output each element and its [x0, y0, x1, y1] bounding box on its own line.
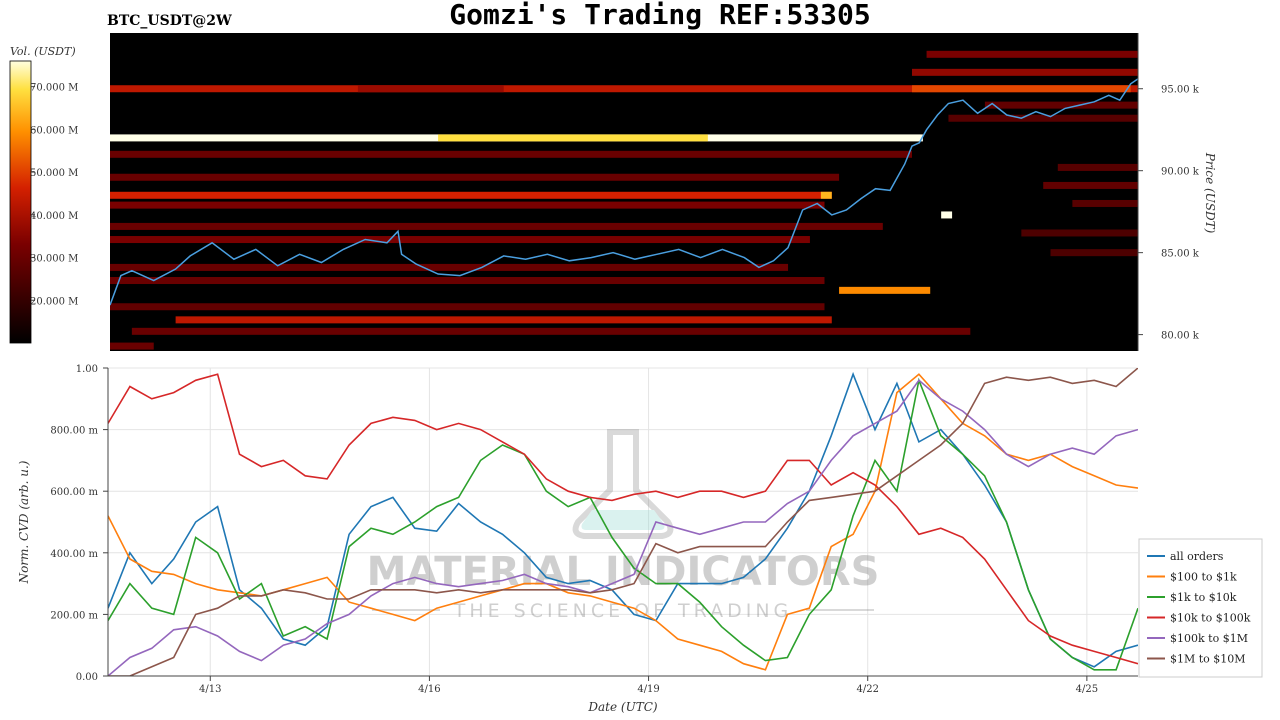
cvd-y-tick-label: 400.00 m	[50, 549, 98, 560]
flask-icon	[572, 429, 674, 539]
chart-title: Gomzi's Trading REF:53305	[449, 0, 870, 31]
liquidity-band	[110, 201, 825, 209]
price-tick-label: 80.00 k	[1161, 331, 1200, 342]
watermark-main-text: MATERIAL INDICATORS	[367, 549, 880, 595]
colorbar-tick-label: 20.000 M	[30, 296, 78, 307]
liquidity-band	[110, 222, 883, 230]
cvd-series-line	[108, 368, 1138, 676]
liquidity-band	[131, 327, 971, 335]
liquidity-band	[110, 191, 832, 199]
pair-label: BTC_USDT@2W	[107, 13, 232, 29]
liquidity-band	[1057, 163, 1138, 171]
legend-entry: all orders	[1170, 550, 1224, 563]
colorbar: Vol. (USDT) 70.000 M 60.000 M 50.000 M 40.0…	[9, 45, 78, 344]
date-axis-label: Date (UTC)	[587, 700, 657, 714]
legend-entry: $100k to $1M	[1170, 632, 1248, 645]
price-tick-label: 85.00 k	[1161, 249, 1200, 260]
liquidity-band	[110, 150, 912, 158]
cvd-series-line	[108, 377, 1138, 671]
liquidity-band	[1050, 249, 1138, 257]
cvd-panel: MATERIAL INDICATORS THE SCIENCE OF TRADI…	[17, 364, 1138, 714]
colorbar-tick-label: 30.000 M	[30, 254, 78, 265]
legend: all orders $100 to $1k $1k to $10k $10k to …	[1138, 538, 1263, 678]
date-tick-label: 4/16	[418, 684, 440, 695]
price-tick-label: 95.00 k	[1161, 85, 1200, 96]
cvd-plot-area	[108, 368, 1138, 676]
liquidity-band	[438, 134, 708, 142]
liquidity-band	[1043, 181, 1138, 189]
colorbar-gradient	[9, 60, 32, 344]
colorbar-tick-label: 40.000 M	[30, 211, 78, 222]
colorbar-tick-label: 50.000 M	[30, 168, 78, 179]
price-axis-label: Price (USDT)	[1203, 152, 1217, 234]
liquidity-band	[911, 85, 1131, 93]
liquidity-band	[911, 68, 1138, 76]
date-tick-label: 4/22	[856, 684, 878, 695]
flask-liquid-icon	[581, 510, 665, 530]
liquidity-band	[926, 50, 1138, 58]
cvd-y-tick-label: 1.00	[76, 364, 98, 375]
heatmap-panel: 95.00 k 90.00 k 85.00 k 80.00 k Price (USDT…	[110, 33, 1217, 351]
liquidity-band	[839, 286, 931, 294]
cvd-series-line	[108, 371, 1138, 668]
liquidity-band	[110, 277, 825, 285]
liquidity-band	[357, 85, 504, 93]
cvd-y-tick-label: 200.00 m	[50, 610, 98, 621]
cvd-axis-label: Norm. CVD (arb. u.)	[17, 460, 31, 584]
legend-box	[1138, 538, 1263, 678]
liquidity-band	[948, 114, 1138, 122]
cvd-y-tick-label: 0.00	[76, 672, 98, 683]
cvd-y-tick-label: 800.00 m	[50, 426, 98, 437]
watermark: MATERIAL INDICATORS THE SCIENCE OF TRADI…	[367, 429, 880, 622]
watermark-sub-text: THE SCIENCE OF TRADING	[453, 600, 793, 622]
liquidity-band	[110, 173, 840, 181]
legend-entry: $100 to $1k	[1170, 571, 1237, 584]
liquidity-band	[984, 101, 1138, 109]
price-line	[110, 78, 1138, 306]
cvd-series-line	[108, 379, 1138, 676]
liquidity-band	[175, 316, 832, 324]
liquidity-band	[110, 85, 1138, 93]
liquidity-band	[1072, 199, 1138, 207]
liquidity-band	[1021, 229, 1138, 237]
colorbar-tick-label: 70.000 M	[30, 83, 78, 94]
liquidity-band	[110, 303, 825, 311]
cvd-y-tick-label: 600.00 m	[50, 487, 98, 498]
liquidity-band	[110, 342, 154, 350]
cvd-series-line	[108, 373, 1138, 665]
price-tick-label: 90.00 k	[1161, 167, 1200, 178]
liquidity-band	[110, 263, 789, 271]
legend-entry: $10k to $100k	[1170, 612, 1251, 625]
liquidity-band	[110, 236, 810, 244]
date-tick-label: 4/13	[199, 684, 221, 695]
date-tick-label: 4/25	[1076, 684, 1098, 695]
liquidity-band	[820, 191, 832, 199]
date-tick-label: 4/19	[637, 684, 659, 695]
legend-entry: $1M to $10M	[1170, 653, 1246, 666]
legend-entry: $1k to $10k	[1170, 591, 1237, 604]
liquidity-band	[941, 211, 953, 219]
colorbar-tick-label: 60.000 M	[30, 125, 78, 136]
colorbar-label: Vol. (USDT)	[10, 45, 76, 58]
